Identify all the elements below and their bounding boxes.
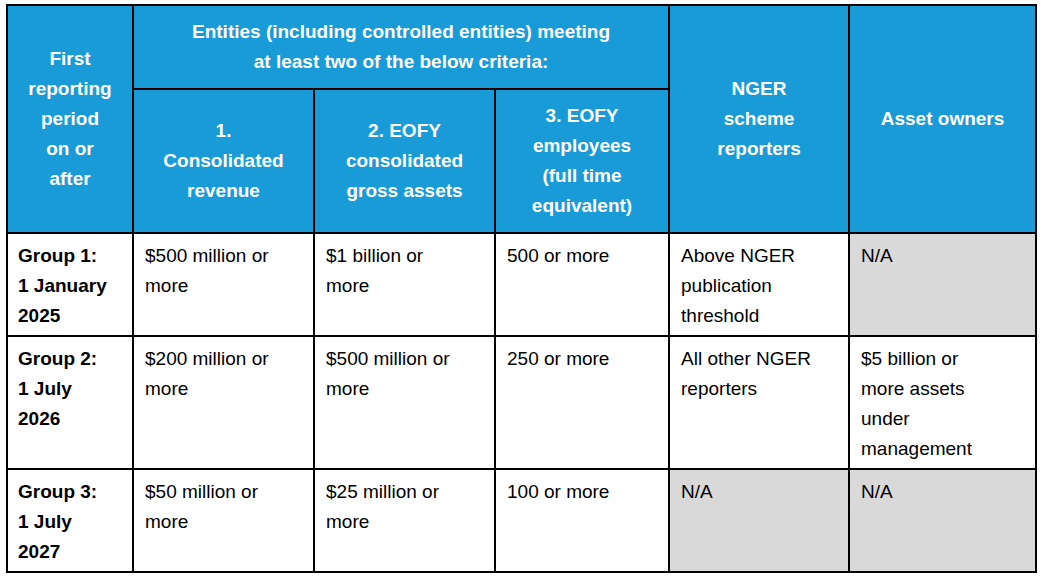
revenue-cell: $50 million or more (133, 469, 314, 572)
table-row-group-3: Group 3: 1 July 2027 $50 million or more… (7, 469, 1036, 572)
header-nger-scheme-reporters: NGER scheme reporters (669, 5, 849, 233)
table-row-group-1: Group 1: 1 January 2025 $500 million or … (7, 233, 1036, 336)
header-employees: 3. EOFY employees (full time equivalent) (495, 89, 669, 233)
asset-owners-cell: N/A (849, 469, 1036, 572)
gross-assets-cell: $25 million or more (314, 469, 495, 572)
asset-owners-cell: $5 billion or more assets under manageme… (849, 336, 1036, 469)
group-cell: Group 2: 1 July 2026 (7, 336, 133, 469)
nger-reporters-cell: All other NGER reporters (669, 336, 849, 469)
gross-assets-cell: $1 billion or more (314, 233, 495, 336)
revenue-cell: $200 million or more (133, 336, 314, 469)
employees-cell: 250 or more (495, 336, 669, 469)
reporting-thresholds-table: First reporting period on or after Entit… (6, 4, 1037, 573)
nger-reporters-cell: Above NGER publication threshold (669, 233, 849, 336)
header-first-reporting-period: First reporting period on or after (7, 5, 133, 233)
employees-cell: 500 or more (495, 233, 669, 336)
group-cell: Group 3: 1 July 2027 (7, 469, 133, 572)
header-consolidated-revenue: 1. Consolidated revenue (133, 89, 314, 233)
header-row-top: First reporting period on or after Entit… (7, 5, 1036, 89)
employees-cell: 100 or more (495, 469, 669, 572)
gross-assets-cell: $500 million or more (314, 336, 495, 469)
header-gross-assets: 2. EOFY consolidated gross assets (314, 89, 495, 233)
group-cell: Group 1: 1 January 2025 (7, 233, 133, 336)
header-entities-criteria: Entities (including controlled entities)… (133, 5, 669, 89)
asset-owners-cell: N/A (849, 233, 1036, 336)
revenue-cell: $500 million or more (133, 233, 314, 336)
header-asset-owners: Asset owners (849, 5, 1036, 233)
table-row-group-2: Group 2: 1 July 2026 $200 million or mor… (7, 336, 1036, 469)
nger-reporters-cell: N/A (669, 469, 849, 572)
